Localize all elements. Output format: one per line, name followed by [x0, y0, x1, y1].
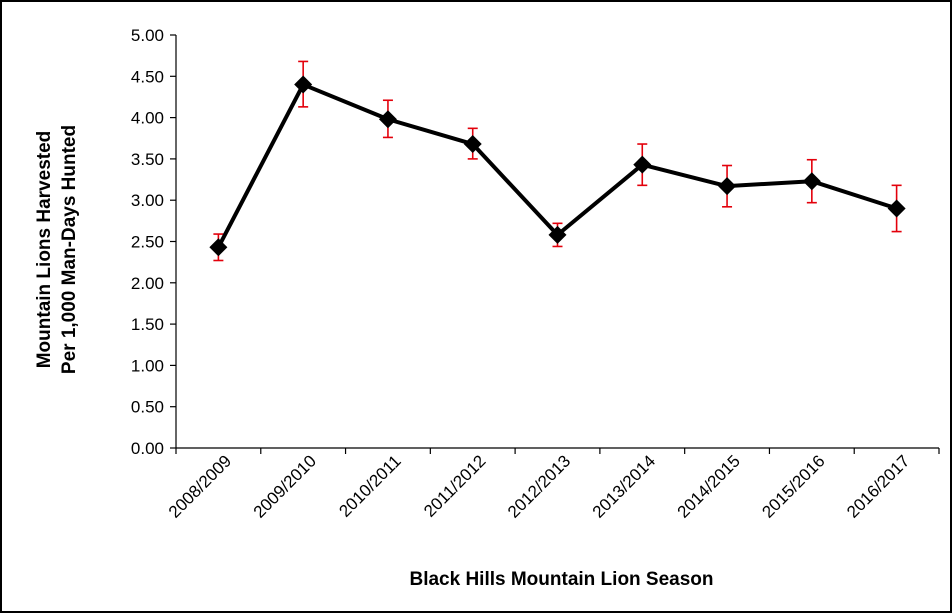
x-axis: 2008/2009 2009/2010 2010/2011 2011/2012 2012…	[165, 447, 940, 522]
x-tick-label: 2009/2010	[250, 451, 320, 521]
x-tick-label: 2015/2016	[758, 451, 828, 521]
y-tick-label: 1.00	[131, 356, 164, 375]
data-point	[887, 199, 906, 218]
x-tick-label: 2014/2015	[674, 451, 744, 521]
data-point	[718, 177, 737, 196]
y-tick-label: 3.00	[131, 191, 164, 210]
x-tick-label: 2011/2012	[420, 451, 489, 520]
y-axis-title-line-2: Per 1,000 Man-Days Hunted	[59, 125, 80, 374]
y-axis: 0.00 0.50 1.00 1.50 2.00 2.50 3.00 3.50 4.00 4.50…	[131, 26, 177, 458]
y-tick-label: 5.00	[131, 26, 164, 45]
y-tick-label: 0.50	[131, 398, 164, 417]
x-tick-label: 2016/2017	[843, 451, 913, 521]
x-axis-title: Black Hills Mountain Lion Season	[409, 569, 713, 590]
y-axis-title-line-1: Mountain Lions Harvested	[34, 131, 55, 369]
markers	[209, 75, 906, 257]
data-point	[378, 110, 397, 129]
y-tick-label: 1.50	[131, 315, 164, 334]
x-tick-label: 2012/2013	[504, 451, 574, 521]
data-point	[633, 155, 652, 174]
y-tick-label: 4.00	[131, 109, 164, 128]
data-point	[463, 135, 482, 154]
data-point	[548, 225, 567, 244]
x-tick-label: 2013/2014	[589, 451, 659, 521]
y-tick-label: 4.50	[131, 67, 164, 86]
y-tick-label: 3.50	[131, 150, 164, 169]
y-tick-label: 2.50	[131, 233, 164, 252]
y-tick-label: 0.00	[131, 439, 164, 458]
x-tick-label: 2008/2009	[165, 451, 235, 521]
data-point	[209, 238, 228, 257]
data-point	[802, 172, 821, 191]
x-tick-label: 2010/2011	[335, 451, 404, 520]
data-point	[294, 75, 313, 94]
y-tick-label: 2.00	[131, 274, 164, 293]
